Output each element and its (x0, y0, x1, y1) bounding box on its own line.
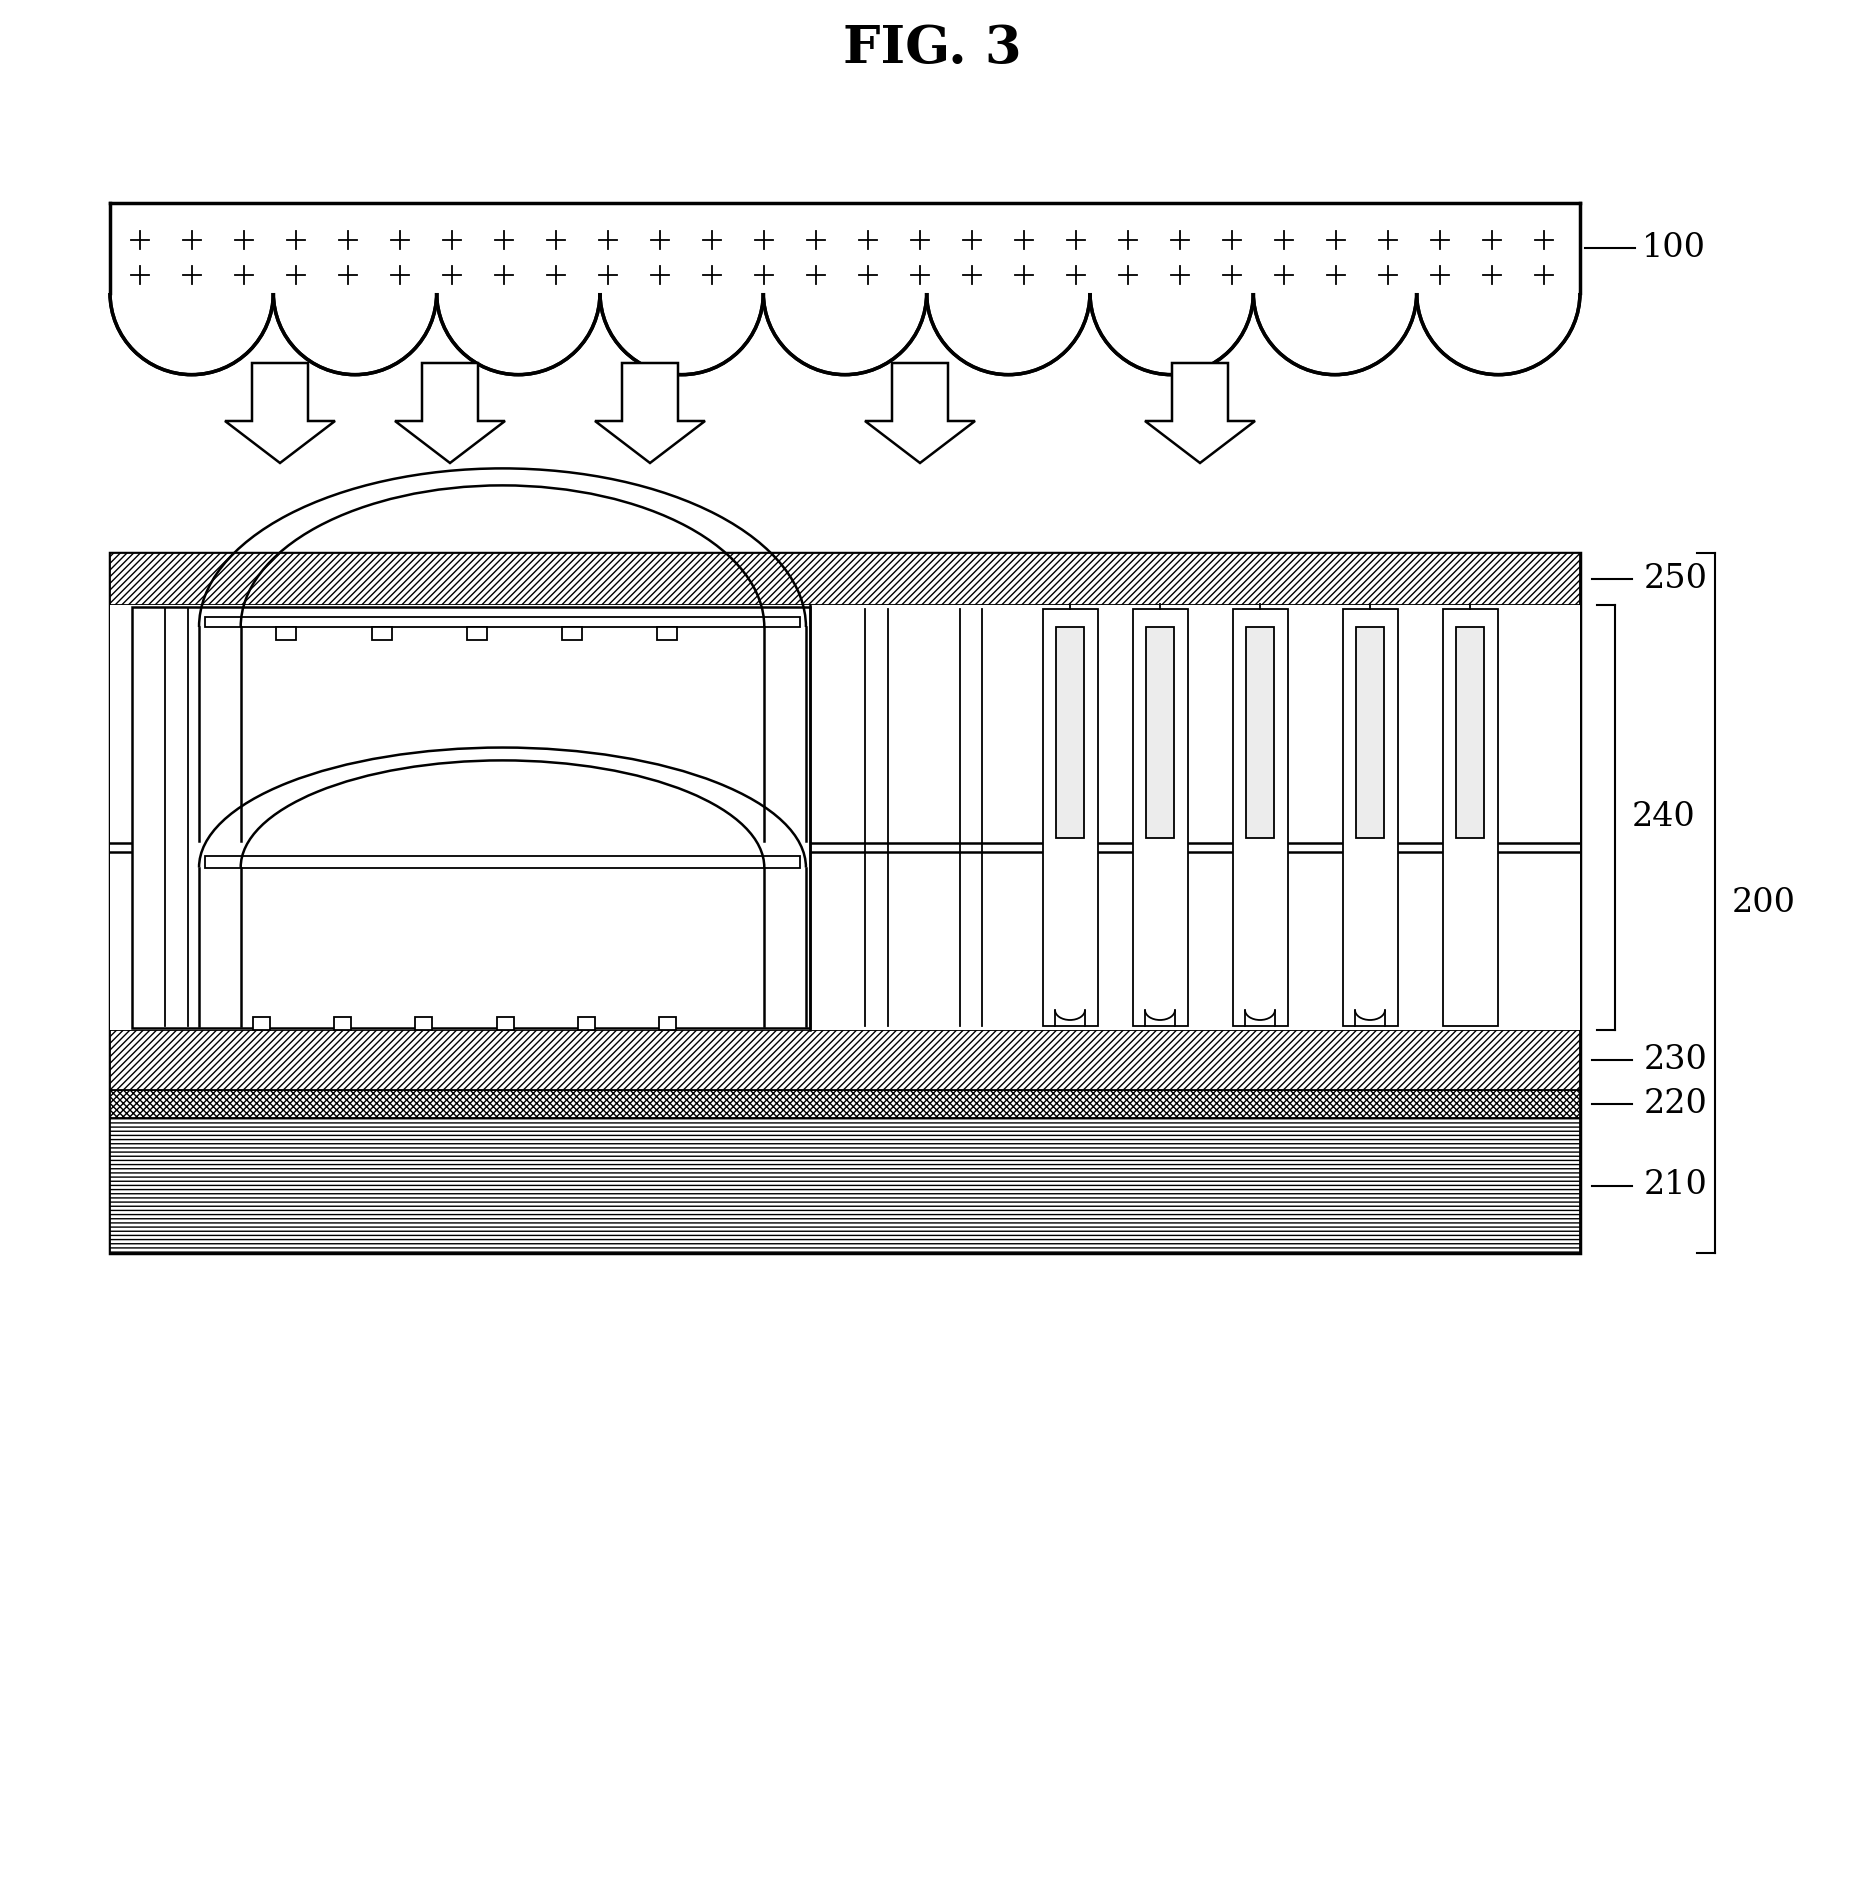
Bar (205, 856, 800, 868)
Bar (132, 607, 811, 1028)
Bar (660, 1016, 677, 1030)
Bar (110, 204, 1581, 293)
Bar (254, 1016, 270, 1030)
Bar (1245, 628, 1273, 839)
Bar (110, 554, 1581, 605)
Text: 230: 230 (1644, 1045, 1707, 1075)
Polygon shape (926, 293, 1090, 375)
Bar (371, 626, 391, 639)
Polygon shape (1417, 293, 1581, 375)
Bar (276, 626, 296, 639)
Bar (496, 1016, 514, 1030)
Bar (1456, 628, 1484, 839)
Bar (1042, 609, 1098, 1026)
Polygon shape (226, 363, 336, 462)
Text: 210: 210 (1644, 1170, 1707, 1201)
Polygon shape (395, 363, 505, 462)
Text: 250: 250 (1644, 563, 1707, 596)
Bar (110, 605, 1581, 1030)
Polygon shape (436, 293, 600, 375)
Bar (1443, 609, 1497, 1026)
Text: 240: 240 (1633, 801, 1696, 834)
Bar (466, 626, 487, 639)
Bar (1057, 628, 1085, 839)
Polygon shape (764, 293, 926, 375)
Bar (1355, 628, 1383, 839)
Bar (658, 626, 677, 639)
Polygon shape (600, 293, 764, 375)
Bar (110, 1117, 1581, 1252)
Bar (578, 1016, 595, 1030)
Bar (334, 1016, 350, 1030)
Bar (205, 617, 800, 626)
Bar (563, 626, 582, 639)
Bar (110, 1030, 1581, 1090)
Bar (110, 554, 1581, 1252)
Polygon shape (1253, 293, 1417, 375)
Polygon shape (865, 363, 975, 462)
Polygon shape (1090, 293, 1253, 375)
Polygon shape (1144, 363, 1254, 462)
Polygon shape (595, 363, 705, 462)
Polygon shape (274, 293, 436, 375)
Bar (110, 1117, 1581, 1252)
Bar (1342, 609, 1398, 1026)
Bar (1146, 628, 1174, 839)
Bar (1232, 609, 1288, 1026)
Bar (1133, 609, 1187, 1026)
Bar (416, 1016, 432, 1030)
Text: 200: 200 (1732, 887, 1797, 919)
Text: 220: 220 (1644, 1089, 1707, 1121)
Bar (110, 1090, 1581, 1117)
Polygon shape (110, 293, 274, 375)
Text: FIG. 3: FIG. 3 (843, 23, 1021, 74)
Text: 100: 100 (1642, 232, 1706, 265)
